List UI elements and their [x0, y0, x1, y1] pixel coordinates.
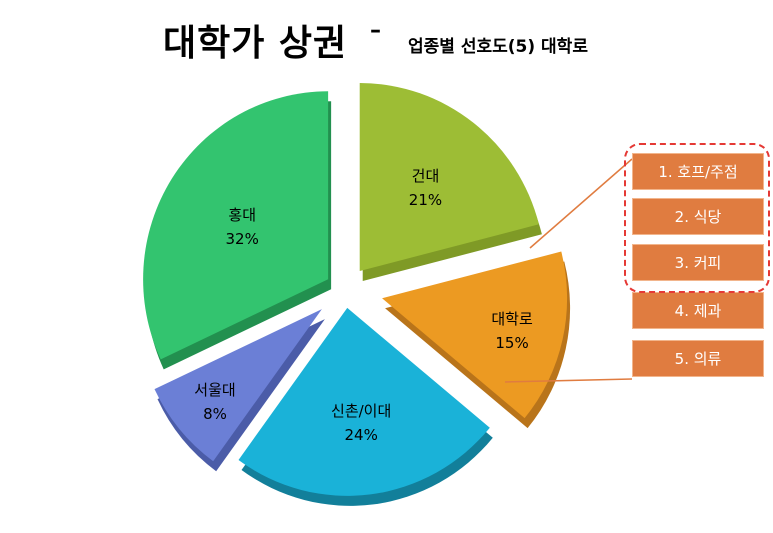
callout-line-top — [529, 158, 633, 249]
chart-title: 대학가 상권 — [163, 23, 348, 64]
pie-labels: 건대 21% 대학로 15% 신촌/이대 24% 서울대 8% 홍대 32% — [194, 167, 533, 444]
pie-slice-value-label: 8% — [203, 405, 227, 423]
pie-slices — [143, 83, 568, 496]
chart-title-block: 대학가 상권 – 업종별 선호도(5) 대학로 — [0, 10, 773, 66]
callout-connector — [504, 158, 633, 383]
pie-slice — [382, 251, 568, 419]
top3-highlight-frame — [624, 143, 770, 293]
pie-slice-value-label: 32% — [226, 230, 259, 248]
chart-subtitle: 업종별 선호도(5) 대학로 — [408, 37, 588, 57]
ranking-item: 4. 제과 — [632, 292, 764, 329]
pie-slice — [154, 309, 322, 462]
pie-slice-label: 대학로 — [491, 310, 533, 328]
pie-slice-value-label: 15% — [495, 334, 528, 352]
ranking-item: 2. 식당 — [632, 198, 764, 235]
pie-slice — [238, 307, 490, 496]
pie-slice — [143, 91, 329, 360]
pie-slice-label: 건대 — [412, 167, 440, 185]
ranking-item: 3. 커피 — [632, 244, 764, 281]
callout-line-bottom — [504, 378, 633, 383]
ranking-item: 5. 의류 — [632, 340, 764, 377]
pie-slice — [359, 83, 539, 272]
pie-slice-value-label: 21% — [409, 191, 442, 209]
pie-slice-label: 신촌/이대 — [331, 402, 391, 420]
pie-slice-value-label: 24% — [344, 426, 377, 444]
title-dash: – — [370, 18, 381, 43]
ranking-item: 1. 호프/주점 — [632, 153, 764, 190]
pie-slice-label: 서울대 — [194, 381, 235, 399]
pie-slice-label: 홍대 — [228, 206, 256, 224]
